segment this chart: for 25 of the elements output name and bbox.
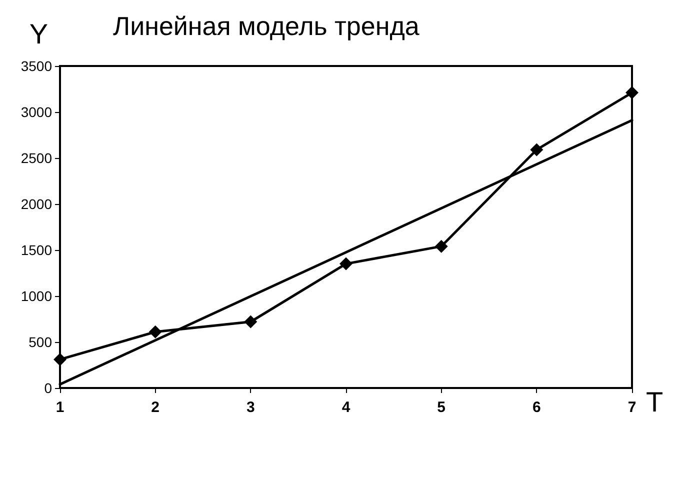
point	[434, 240, 448, 253]
x-tick-label: 3	[246, 399, 255, 416]
x-tick-label: 7	[628, 399, 636, 416]
point	[340, 257, 352, 270]
x-tick-label: 4	[342, 399, 351, 416]
y-tick-label: 500	[28, 334, 52, 350]
x-tick-label: 2	[151, 399, 160, 416]
point	[626, 86, 638, 100]
point	[530, 143, 544, 156]
point	[54, 352, 66, 366]
x-tick-label: 6	[532, 399, 541, 416]
point	[244, 315, 258, 328]
point	[148, 325, 162, 338]
y-axis-title: Y	[29, 18, 48, 50]
chart-title: Линейная модель тренда	[113, 11, 420, 41]
y-tick-label: 2000	[20, 196, 52, 212]
y-tick-label: 3500	[20, 58, 52, 74]
x-tick-label: 5	[437, 399, 446, 416]
y-tick-label: 1000	[20, 288, 52, 304]
y-tick-label: 3000	[20, 104, 52, 120]
x-axis-title: T	[646, 386, 664, 418]
x-tick-label: 1	[56, 399, 64, 416]
y-tick-label: 2500	[20, 150, 52, 166]
y-tick-label: 1500	[20, 242, 52, 258]
y-tick-label: 0	[44, 380, 52, 396]
